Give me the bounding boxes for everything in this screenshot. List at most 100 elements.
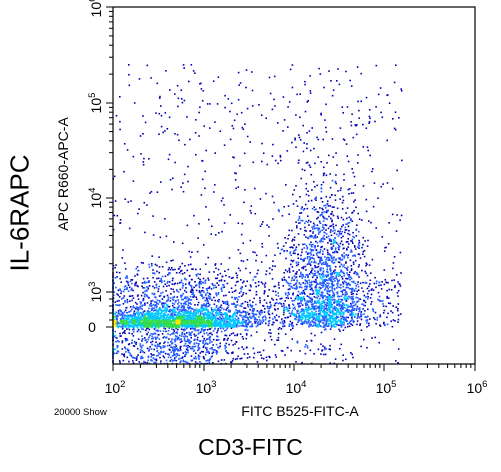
event-dot bbox=[352, 263, 355, 265]
event-dot bbox=[195, 289, 198, 292]
event-dot bbox=[158, 309, 160, 312]
event-dot bbox=[351, 315, 354, 317]
event-dot bbox=[359, 324, 361, 327]
event-dot bbox=[355, 133, 358, 136]
event-dot bbox=[298, 243, 300, 246]
event-dot bbox=[321, 213, 323, 216]
event-dot bbox=[155, 304, 157, 307]
event-dot bbox=[341, 225, 343, 228]
event-dot bbox=[242, 242, 244, 244]
event-dot bbox=[208, 287, 210, 289]
event-dot bbox=[341, 106, 344, 108]
event-dot bbox=[155, 329, 157, 332]
event-dot bbox=[195, 296, 197, 298]
event-dot bbox=[126, 339, 129, 341]
event-dot bbox=[135, 316, 137, 318]
event-dot bbox=[369, 154, 371, 157]
event-dot bbox=[169, 308, 172, 311]
event-dot bbox=[231, 324, 234, 327]
event-dot bbox=[118, 360, 121, 362]
event-dot bbox=[145, 312, 147, 315]
event-dot bbox=[391, 279, 393, 282]
event-dot bbox=[163, 342, 165, 344]
event-dot bbox=[319, 269, 322, 272]
event-dot bbox=[236, 113, 238, 116]
event-dot bbox=[322, 270, 325, 272]
event-dot bbox=[346, 296, 348, 298]
event-dot bbox=[128, 84, 131, 87]
event-dot bbox=[171, 346, 173, 349]
event-dot bbox=[318, 251, 320, 254]
event-dot bbox=[297, 305, 300, 307]
event-dot bbox=[313, 260, 316, 262]
event-dot bbox=[183, 308, 185, 311]
event-dot bbox=[331, 94, 334, 97]
event-dot bbox=[238, 84, 240, 86]
event-dot bbox=[232, 318, 234, 320]
event-dot bbox=[204, 170, 206, 173]
event-dot bbox=[266, 359, 268, 362]
event-dot bbox=[181, 242, 184, 245]
event-dot bbox=[217, 76, 220, 78]
event-dot bbox=[301, 299, 303, 302]
event-dot bbox=[378, 281, 381, 284]
event-dot bbox=[328, 306, 330, 308]
event-dot bbox=[184, 309, 187, 311]
event-dot bbox=[162, 336, 165, 339]
event-dot bbox=[245, 347, 248, 349]
event-dot bbox=[182, 182, 184, 184]
event-dot bbox=[201, 307, 204, 310]
event-dot bbox=[380, 300, 382, 302]
event-dot bbox=[335, 307, 338, 309]
event-dot bbox=[321, 229, 323, 231]
event-dot bbox=[189, 256, 192, 258]
event-dot bbox=[225, 274, 227, 277]
event-dot bbox=[298, 275, 301, 278]
event-dot bbox=[299, 93, 301, 95]
event-dot bbox=[146, 302, 149, 304]
event-dot bbox=[352, 313, 355, 316]
event-dot bbox=[363, 338, 365, 341]
event-dot bbox=[139, 305, 142, 308]
event-dot bbox=[251, 310, 254, 312]
event-dot bbox=[189, 333, 191, 335]
event-dot bbox=[229, 311, 231, 313]
event-dot bbox=[182, 324, 185, 326]
event-dot bbox=[360, 315, 362, 318]
event-dot bbox=[272, 299, 274, 301]
event-dot bbox=[180, 302, 183, 305]
event-dot bbox=[332, 225, 335, 228]
event-dot bbox=[329, 267, 332, 269]
event-dot bbox=[302, 275, 304, 278]
event-dot bbox=[394, 128, 397, 131]
event-dot bbox=[340, 322, 343, 325]
event-dot bbox=[303, 312, 305, 315]
event-dot bbox=[188, 331, 190, 334]
event-dot bbox=[206, 289, 209, 292]
event-dot bbox=[398, 117, 400, 119]
event-dot bbox=[180, 360, 182, 362]
event-dot bbox=[267, 311, 269, 313]
event-dot bbox=[190, 332, 192, 334]
event-dot bbox=[171, 302, 174, 305]
event-dot bbox=[289, 282, 292, 285]
event-dot bbox=[163, 350, 165, 353]
event-dot bbox=[360, 329, 363, 331]
event-dot bbox=[181, 357, 183, 359]
event-dot bbox=[247, 317, 249, 319]
event-dot bbox=[311, 305, 313, 308]
event-dot bbox=[325, 126, 327, 129]
event-dot bbox=[235, 306, 237, 309]
event-dot bbox=[195, 275, 198, 277]
event-dot bbox=[305, 288, 308, 290]
event-dot bbox=[334, 320, 337, 322]
event-dot bbox=[300, 283, 302, 286]
event-dot bbox=[326, 275, 328, 278]
event-dot bbox=[187, 264, 190, 266]
event-dot bbox=[298, 222, 300, 224]
event-dot bbox=[158, 343, 161, 345]
event-dot bbox=[316, 254, 318, 256]
event-dot bbox=[290, 297, 292, 300]
event-dot bbox=[190, 316, 192, 318]
event-dot bbox=[294, 249, 296, 252]
